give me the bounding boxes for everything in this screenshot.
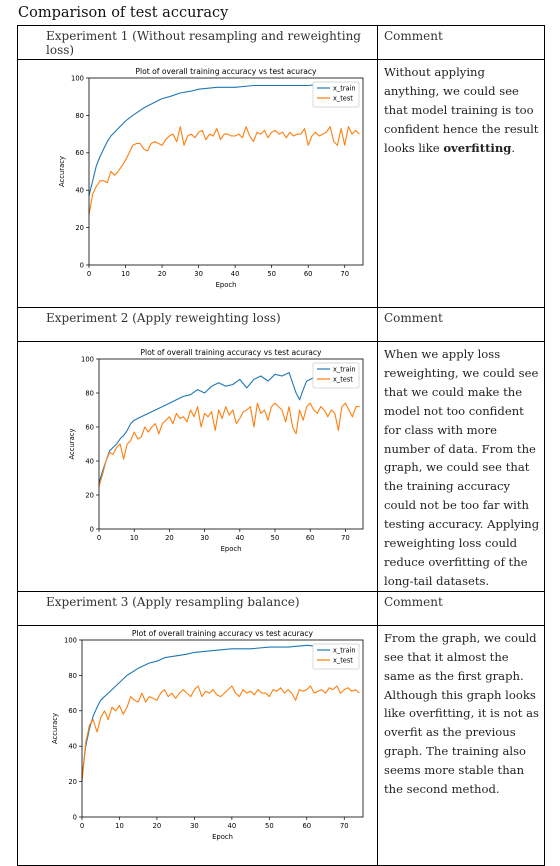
y-tick-label: 20 xyxy=(85,491,94,499)
y-axis-label: Accuracy xyxy=(51,713,59,744)
accuracy-chart: Plot of overall training accuracy vs tes… xyxy=(58,67,364,289)
x-tick-label: 60 xyxy=(306,534,315,542)
x-tick-label: 40 xyxy=(231,270,240,278)
comment-part: . xyxy=(511,140,516,155)
comment-part: Without applying anything, we could see … xyxy=(384,65,539,155)
y-tick-label: 40 xyxy=(85,457,94,465)
y-tick-label: 20 xyxy=(68,778,77,786)
accuracy-chart: Plot of overall training accuracy vs tes… xyxy=(51,629,364,841)
x-tick-label: 10 xyxy=(121,270,130,278)
y-axis-label: Accuracy xyxy=(68,428,76,459)
table-row: Plot of overall training accuracy vs tes… xyxy=(17,341,545,592)
x-tick-label: 60 xyxy=(304,270,313,278)
chart-cell: Plot of overall training accuracy vs tes… xyxy=(17,59,378,308)
x-tick-label: 0 xyxy=(87,270,91,278)
experiment-header: Experiment 2 (Apply reweighting loss) xyxy=(17,307,378,342)
series-line-x_train xyxy=(98,372,360,484)
x-tick-label: 30 xyxy=(194,270,203,278)
y-tick-label: 0 xyxy=(73,813,77,821)
table-row: Experiment 1 (Without resampling and rew… xyxy=(17,25,545,60)
comment-part: When we apply loss reweighting, we could… xyxy=(384,347,540,588)
y-tick-label: 100 xyxy=(71,74,84,82)
comparison-table: Experiment 1 (Without resampling and rew… xyxy=(17,25,545,866)
table-row: Plot of overall training accuracy vs tes… xyxy=(17,59,545,308)
x-tick-label: 10 xyxy=(115,822,124,830)
legend-entry: x_test xyxy=(333,95,353,103)
comment-header: Comment xyxy=(377,25,545,60)
chart-title: Plot of overall training accuracy vs tes… xyxy=(135,67,317,76)
x-tick-label: 0 xyxy=(80,822,84,830)
series-line-x_train xyxy=(81,644,360,778)
legend-entry: x_train xyxy=(333,646,356,654)
y-tick-label: 0 xyxy=(80,261,84,269)
y-tick-label: 100 xyxy=(81,355,94,363)
x-tick-label: 0 xyxy=(97,534,101,542)
series-line-x_test xyxy=(88,126,360,215)
x-tick-label: 50 xyxy=(265,822,274,830)
experiment-header: Experiment 1 (Without resampling and rew… xyxy=(17,25,378,60)
x-axis-label: Epoch xyxy=(212,833,233,841)
x-tick-label: 30 xyxy=(190,822,199,830)
comment-header: Comment xyxy=(377,590,545,626)
comment-text: When we apply loss reweighting, we could… xyxy=(377,341,545,592)
x-tick-label: 70 xyxy=(340,270,349,278)
legend-entry: x_train xyxy=(333,85,356,93)
y-tick-label: 80 xyxy=(75,112,84,120)
y-tick-label: 40 xyxy=(75,187,84,195)
x-tick-label: 20 xyxy=(158,270,167,278)
table-row: Experiment 2 (Apply reweighting loss) Co… xyxy=(17,307,545,342)
y-tick-label: 80 xyxy=(85,389,94,397)
plot-frame xyxy=(98,358,364,530)
y-axis-label: Accuracy xyxy=(58,156,66,187)
plot-frame xyxy=(81,639,364,818)
x-tick-label: 30 xyxy=(200,534,209,542)
legend-entry: x_test xyxy=(333,656,353,664)
y-tick-label: 0 xyxy=(90,525,94,533)
y-tick-label: 20 xyxy=(75,224,84,232)
experiment-header: Experiment 3 (Apply resampling balance) xyxy=(17,590,378,626)
table-row: Experiment 3 (Apply resampling balance) … xyxy=(17,590,545,626)
accuracy-chart: Plot of overall training accuracy vs tes… xyxy=(68,348,364,553)
comment-emphasis: overfitting xyxy=(443,140,512,155)
comment-text: From the graph, we could see that it alm… xyxy=(377,624,545,866)
x-tick-label: 50 xyxy=(267,270,276,278)
plot-frame xyxy=(88,77,364,266)
y-tick-label: 100 xyxy=(64,636,77,644)
chart-title: Plot of overall training accuracy vs tes… xyxy=(140,348,322,357)
x-axis-label: Epoch xyxy=(221,545,242,553)
x-tick-label: 20 xyxy=(153,822,162,830)
x-tick-label: 50 xyxy=(271,534,280,542)
series-line-x_test xyxy=(81,685,360,782)
legend-entry: x_train xyxy=(333,366,356,374)
x-tick-label: 60 xyxy=(302,822,311,830)
series-line-x_test xyxy=(98,402,360,487)
chart-title: Plot of overall training accuracy vs tes… xyxy=(132,629,314,638)
table-row: Plot of overall training accuracy vs tes… xyxy=(17,624,545,866)
chart-cell: Plot of overall training accuracy vs tes… xyxy=(17,624,378,866)
document-title: Comparison of test accuracy xyxy=(18,5,229,21)
x-tick-label: 40 xyxy=(235,534,244,542)
y-tick-label: 60 xyxy=(68,707,77,715)
x-axis-label: Epoch xyxy=(216,281,237,289)
series-line-x_train xyxy=(88,83,360,196)
chart-cell: Plot of overall training accuracy vs tes… xyxy=(17,341,378,592)
y-tick-label: 80 xyxy=(68,672,77,680)
y-tick-label: 60 xyxy=(85,423,94,431)
comment-text: Without applying anything, we could see … xyxy=(377,59,545,308)
x-tick-label: 10 xyxy=(130,534,139,542)
y-tick-label: 40 xyxy=(68,742,77,750)
x-tick-label: 20 xyxy=(165,534,174,542)
y-tick-label: 60 xyxy=(75,149,84,157)
x-tick-label: 70 xyxy=(341,534,350,542)
comment-header: Comment xyxy=(377,307,545,342)
x-tick-label: 70 xyxy=(340,822,349,830)
x-tick-label: 40 xyxy=(228,822,237,830)
legend-entry: x_test xyxy=(333,376,353,384)
comment-part: From the graph, we could see that it alm… xyxy=(384,630,539,797)
